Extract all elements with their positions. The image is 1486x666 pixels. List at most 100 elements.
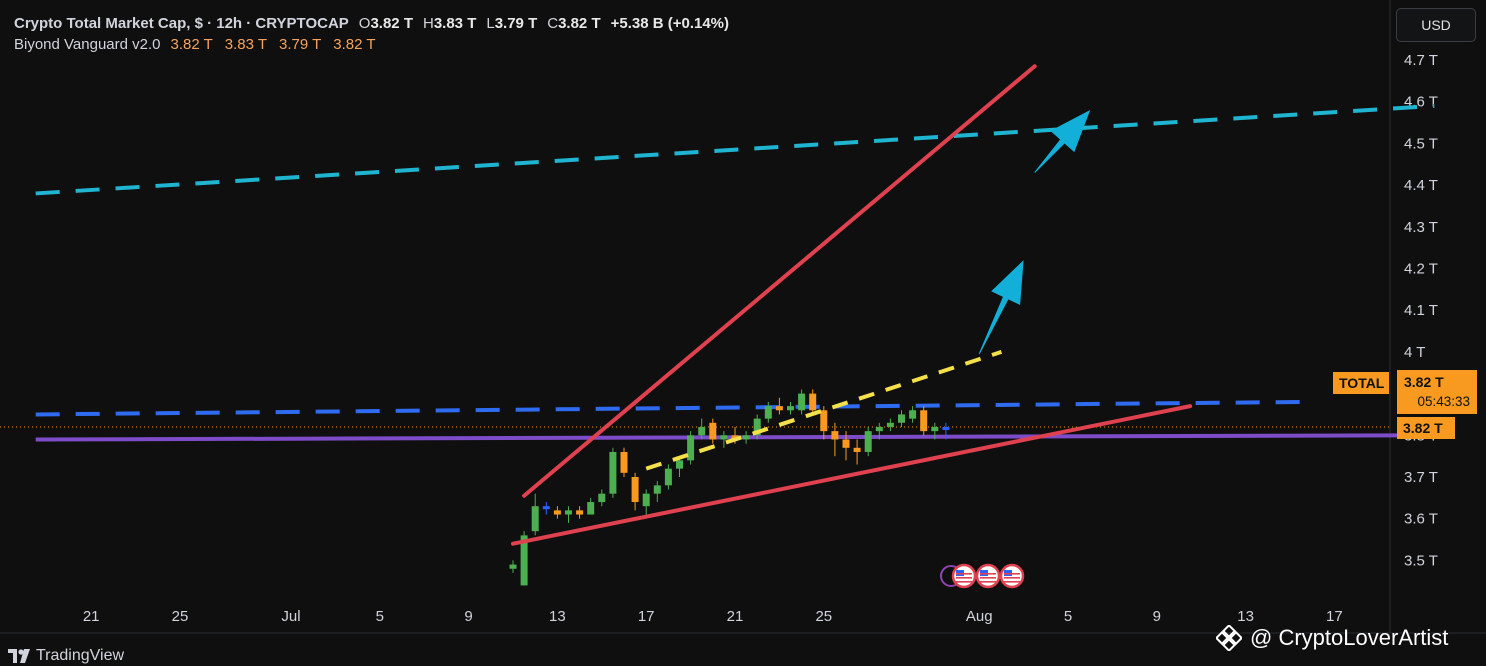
x-tick-label: 9 <box>464 608 472 625</box>
wedge-lower-line <box>511 404 1193 546</box>
last-price-value: 3.82 T <box>1404 374 1444 390</box>
y-tick-label: 4.7 T <box>1404 52 1438 69</box>
binance-icon <box>1216 625 1242 651</box>
candle-body <box>920 410 928 432</box>
legend-symbol[interactable]: Crypto Total Market Cap, $ · 12h · CRYPT… <box>14 15 349 32</box>
purple-level <box>35 433 1424 442</box>
bar-countdown: 05:43:33 <box>1417 394 1470 409</box>
y-tick-label: 4.2 T <box>1404 261 1438 278</box>
candle-body <box>864 431 872 452</box>
wedge-upper-line <box>522 64 1037 498</box>
x-tick-label: 25 <box>172 608 189 625</box>
arrow-long <box>1034 110 1091 173</box>
cyan-level <box>35 103 1435 196</box>
flag-stripe <box>956 581 972 583</box>
flag-stripe <box>956 577 972 579</box>
candle-body <box>565 510 572 515</box>
series-name-tag: TOTAL <box>1333 372 1389 394</box>
candle-body <box>520 535 528 586</box>
indicator-value-low: 3.79 T <box>279 36 322 53</box>
x-tick-label: 25 <box>815 608 832 625</box>
legend-high: 3.83 T <box>433 15 477 32</box>
candle-body <box>664 468 672 486</box>
flag-stripe <box>1004 573 1020 575</box>
candle-body <box>598 493 606 503</box>
x-tick-label: 13 <box>1237 608 1254 625</box>
legend-indicator-row: Biyond Vanguard v2.0 3.82 T 3.83 T 3.79 … <box>14 34 729 55</box>
legend-ohlc-row: Crypto Total Market Cap, $ · 12h · CRYPT… <box>14 13 729 34</box>
candle-body <box>942 426 950 430</box>
flag-stripe <box>956 573 972 575</box>
x-tick-label: Aug <box>966 608 993 625</box>
x-tick-label: 9 <box>1153 608 1161 625</box>
indicator-name[interactable]: Biyond Vanguard v2.0 <box>14 36 161 53</box>
candles <box>509 389 950 586</box>
x-tick-label: 17 <box>638 608 655 625</box>
y-tick-label: 4.3 T <box>1404 219 1438 236</box>
legend-open-label: O <box>358 15 371 32</box>
legend-low-label: L <box>486 15 495 32</box>
legend-close-label: C <box>547 15 559 32</box>
candle-body <box>842 439 850 448</box>
indicator-value-open: 3.82 T <box>170 36 213 53</box>
author-watermark: @ CryptoLoverArtist <box>1216 625 1448 651</box>
candle-body <box>775 406 783 411</box>
legend-high-label: H <box>422 15 434 32</box>
tradingview-label: TradingView <box>36 647 125 664</box>
flag-stripe <box>980 581 996 583</box>
candle-body <box>742 435 750 440</box>
legend-open: 3.82 T <box>370 15 413 32</box>
candle-body <box>698 426 706 436</box>
candle-body <box>720 435 728 440</box>
candle-body <box>787 406 794 411</box>
candle-body <box>531 506 539 532</box>
candle-body <box>931 426 939 432</box>
candle-body <box>809 393 817 411</box>
candle-body <box>909 410 917 419</box>
drawings <box>511 64 1193 546</box>
y-tick-label: 3.5 T <box>1404 552 1438 569</box>
candle-body <box>609 451 617 494</box>
candle-body <box>709 422 717 440</box>
candle-body <box>875 426 883 432</box>
tradingview-icon <box>8 649 30 663</box>
flag-stripe <box>1004 577 1020 579</box>
candle-body <box>576 510 584 515</box>
horizontal-levels <box>0 103 1435 442</box>
y-tick-label: 3.6 T <box>1404 511 1438 528</box>
x-axis: 21 25 Jul 5 9 13 17 21 25 Aug 5 9 13 17 <box>0 608 1486 634</box>
indicator-value-high: 3.83 T <box>224 36 268 53</box>
x-tick-label: 5 <box>376 608 384 625</box>
candle-body <box>676 460 683 469</box>
candle-body <box>642 493 650 507</box>
chart-legend: Crypto Total Market Cap, $ · 12h · CRYPT… <box>14 13 729 55</box>
legend-change: +5.38 B (+0.14%) <box>610 15 730 32</box>
candle-body <box>764 406 772 419</box>
y-tick-label: 4.5 T <box>1404 135 1438 152</box>
candle-body <box>553 510 561 515</box>
currency-button[interactable]: USD <box>1396 8 1476 42</box>
candle-body <box>820 410 828 432</box>
indicator-price-tag: 3.82 T <box>1397 417 1455 439</box>
arrow-short <box>978 260 1024 355</box>
x-tick-label: 5 <box>1064 608 1072 625</box>
legend-close: 3.82 T <box>558 15 601 32</box>
candle-body <box>898 414 905 423</box>
watermark-text: @ CryptoLoverArtist <box>1250 625 1449 650</box>
candle-body <box>687 435 695 461</box>
flag-stripe <box>980 577 996 579</box>
x-tick-label: Jul <box>281 608 300 625</box>
candle-body <box>798 393 806 411</box>
candle-body <box>653 485 661 494</box>
yellow-trend-line <box>645 350 1003 471</box>
y-axis: 4.7 T4.6 T4.5 T4.4 T4.3 T4.2 T4.1 T4 T3.… <box>1389 0 1438 633</box>
candle-body <box>620 451 628 473</box>
y-tick-label: 4.4 T <box>1404 177 1438 194</box>
y-tick-label: 4 T <box>1404 344 1425 361</box>
flag-stripe <box>1004 581 1020 583</box>
candle-body <box>853 447 861 452</box>
tradingview-logo[interactable]: TradingView <box>8 647 124 665</box>
indicator-value-close: 3.82 T <box>333 36 376 53</box>
